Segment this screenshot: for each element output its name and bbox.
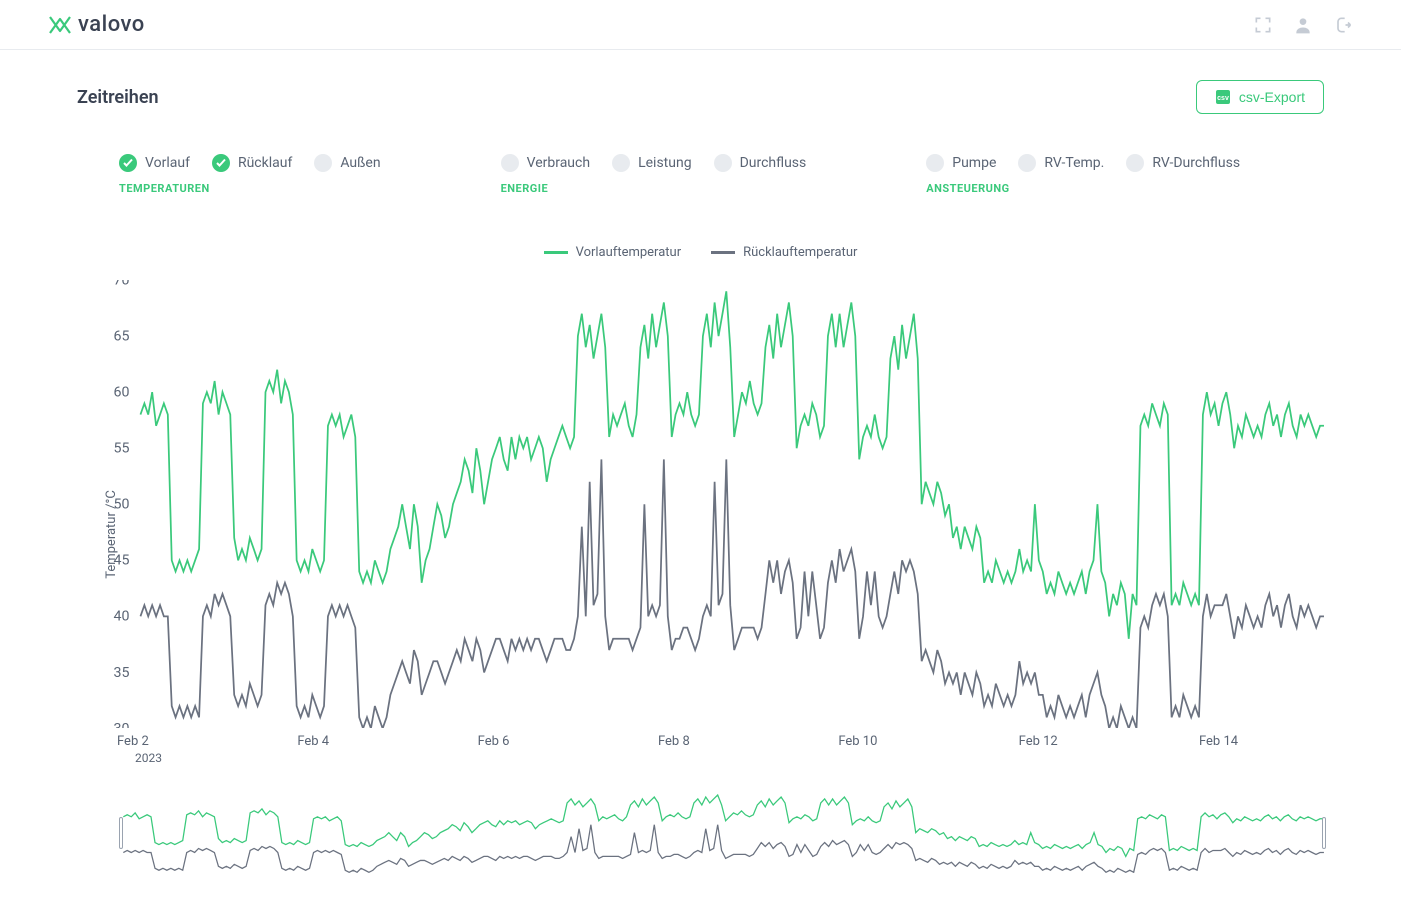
filter-label: Durchfluss: [740, 155, 807, 171]
filter-rvdurchfluss[interactable]: RV-Durchfluss: [1126, 154, 1240, 172]
range-selector[interactable]: [77, 793, 1324, 872]
svg-text:csv: csv: [1217, 95, 1229, 102]
logo-icon: [48, 13, 72, 37]
filter-durchfluss[interactable]: Durchfluss: [714, 154, 807, 172]
svg-text:40: 40: [114, 609, 130, 625]
range-handle-left[interactable]: [117, 793, 125, 872]
filter-rcklauf[interactable]: Rücklauf: [212, 154, 292, 172]
x-tick: Feb 6: [478, 734, 658, 749]
filter-verbrauch[interactable]: Verbrauch: [501, 154, 591, 172]
x-tick: Feb 10: [838, 734, 1018, 749]
check-off-icon: [314, 154, 332, 172]
check-on-icon: [212, 154, 230, 172]
page-title: Zeitreihen: [77, 87, 159, 108]
logout-icon[interactable]: [1333, 15, 1353, 35]
check-off-icon: [612, 154, 630, 172]
svg-text:60: 60: [114, 384, 130, 400]
logo[interactable]: valovo: [48, 12, 145, 37]
brand-name: valovo: [78, 12, 145, 37]
filter-label: Vorlauf: [145, 155, 190, 171]
check-off-icon: [501, 154, 519, 172]
range-handle-right[interactable]: [1320, 793, 1328, 872]
check-off-icon: [926, 154, 944, 172]
mini-chart: [119, 793, 1324, 872]
filter-vorlauf[interactable]: Vorlauf: [119, 154, 190, 172]
csv-export-button[interactable]: csv csv-Export: [1196, 80, 1324, 114]
chart-legend: Vorlauftemperatur Rücklauftemperatur: [77, 245, 1324, 260]
filter-label: RV-Durchfluss: [1152, 155, 1240, 171]
legend-label: Vorlauftemperatur: [576, 245, 682, 260]
x-axis: Feb 2Feb 4Feb 6Feb 8Feb 10Feb 12Feb 14: [77, 734, 1324, 749]
x-axis-sublabel: 2023: [77, 751, 1324, 765]
filter-pumpe[interactable]: Pumpe: [926, 154, 996, 172]
user-icon[interactable]: [1293, 15, 1313, 35]
x-tick: Feb 12: [1019, 734, 1199, 749]
fullscreen-icon[interactable]: [1253, 15, 1273, 35]
legend-item[interactable]: Rücklauftemperatur: [711, 245, 857, 260]
filter-label: RV-Temp.: [1044, 155, 1104, 171]
filter-group-title: ANSTEUERUNG: [926, 182, 1240, 195]
y-axis-label: Temperatur /°C: [104, 491, 119, 580]
x-tick: Feb 8: [658, 734, 838, 749]
legend-label: Rücklauftemperatur: [743, 245, 857, 260]
filter-label: Außen: [340, 155, 380, 171]
legend-swatch: [711, 251, 735, 254]
legend-swatch: [544, 251, 568, 254]
filter-rvtemp[interactable]: RV-Temp.: [1018, 154, 1104, 172]
x-tick: Feb 14: [1199, 734, 1249, 749]
filter-group-title: ENERGIE: [501, 182, 807, 195]
main-chart[interactable]: 303540455055606570: [77, 280, 1324, 728]
svg-text:35: 35: [114, 665, 130, 681]
svg-text:65: 65: [114, 328, 130, 344]
check-on-icon: [119, 154, 137, 172]
csv-icon: csv: [1215, 89, 1231, 105]
filter-groups: Vorlauf Rücklauf Außen TEMPERATUREN Verbrauc…: [77, 154, 1324, 195]
filter-auen[interactable]: Außen: [314, 154, 380, 172]
filter-label: Pumpe: [952, 155, 996, 171]
check-off-icon: [1126, 154, 1144, 172]
filter-label: Verbrauch: [527, 155, 591, 171]
svg-text:30: 30: [114, 721, 130, 729]
x-tick: Feb 4: [297, 734, 477, 749]
filter-leistung[interactable]: Leistung: [612, 154, 691, 172]
svg-text:70: 70: [114, 280, 130, 288]
x-tick: Feb 2: [117, 734, 297, 749]
svg-text:55: 55: [114, 441, 130, 457]
filter-label: Rücklauf: [238, 155, 292, 171]
legend-item[interactable]: Vorlauftemperatur: [544, 245, 682, 260]
export-label: csv-Export: [1239, 89, 1305, 105]
check-off-icon: [714, 154, 732, 172]
filter-group-title: TEMPERATUREN: [119, 182, 381, 195]
check-off-icon: [1018, 154, 1036, 172]
filter-label: Leistung: [638, 155, 691, 171]
